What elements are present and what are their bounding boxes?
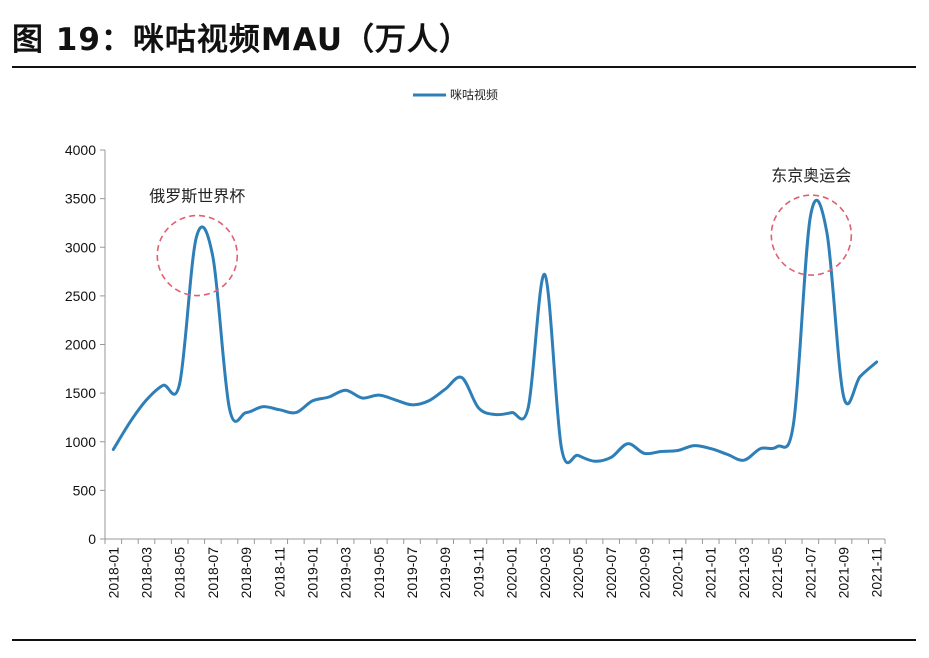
legend-label: 咪咕视频 [450, 87, 498, 102]
y-tick-label: 0 [88, 531, 96, 547]
y-tick-label: 500 [73, 482, 97, 498]
bottom-rule [12, 639, 916, 641]
y-tick-label: 3500 [65, 191, 96, 207]
x-tick-label: 2020-03 [537, 547, 553, 599]
x-tick-label: 2018-01 [105, 547, 121, 599]
x-tick-label: 2020-11 [670, 547, 686, 598]
y-tick-label: 1500 [65, 385, 96, 401]
y-tick-label: 2500 [65, 288, 96, 304]
x-tick-label: 2021-09 [836, 547, 852, 599]
y-tick-label: 3000 [65, 239, 96, 255]
x-tick-label: 2019-01 [304, 547, 320, 599]
x-tick-label: 2019-05 [371, 547, 387, 599]
x-tick-label: 2018-09 [238, 547, 254, 599]
annotation-label: 东京奥运会 [771, 166, 851, 185]
y-axis-ticks: 0 500 1000 1500 2000 2500 3000 3500 4000 [65, 142, 105, 547]
annotation-circle [770, 194, 853, 276]
legend: 咪咕视频 [413, 87, 498, 102]
chart-title: 图 19：咪咕视频MAU（万人） [12, 22, 471, 58]
x-tick-label: 2019-11 [470, 547, 486, 598]
y-tick-label: 2000 [65, 337, 96, 353]
x-tick-label: 2021-01 [703, 547, 719, 599]
x-tick-label: 2018-07 [205, 547, 221, 599]
annotation-label: 俄罗斯世界杯 [149, 187, 245, 206]
x-tick-label: 2021-11 [869, 547, 885, 598]
x-tick-label: 2021-03 [736, 547, 752, 599]
top-rule [12, 66, 916, 68]
x-tick-label: 2020-05 [570, 547, 586, 599]
annotation-circle [156, 214, 239, 297]
annotations: 俄罗斯世界杯 东京奥运会 [149, 166, 853, 297]
x-tick-label: 2020-01 [504, 547, 520, 599]
x-tick-label: 2019-07 [404, 547, 420, 599]
x-tick-label: 2021-05 [769, 547, 785, 599]
series-line [111, 198, 879, 465]
x-tick-label: 2018-11 [271, 547, 287, 598]
x-tick-label: 2019-09 [437, 547, 453, 599]
x-tick-label: 2018-03 [138, 547, 154, 599]
y-tick-label: 1000 [65, 434, 96, 450]
x-axis-ticks: 2018-01 2018-03 2018-05 2018-07 2018-09 2018-… [104, 539, 886, 599]
x-tick-label: 2021-07 [802, 547, 818, 599]
x-tick-label: 2020-07 [603, 547, 619, 599]
y-tick-label: 4000 [65, 142, 96, 158]
x-tick-label: 2019-03 [338, 547, 354, 599]
x-tick-label: 2018-05 [172, 547, 188, 599]
x-tick-label: 2020-09 [636, 547, 652, 599]
